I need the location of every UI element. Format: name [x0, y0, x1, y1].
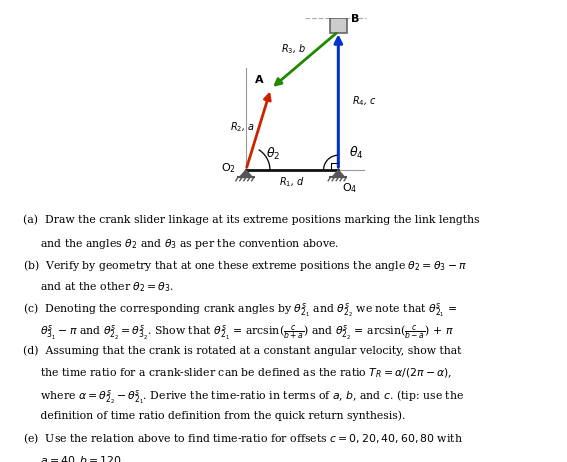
- Text: (a)  Draw the crank slider linkage at its extreme positions marking the link len: (a) Draw the crank slider linkage at its…: [23, 215, 479, 225]
- Text: A: A: [255, 75, 264, 85]
- Text: (d)  Assuming that the crank is rotated at a constant angular velocity, show tha: (d) Assuming that the crank is rotated a…: [23, 345, 461, 356]
- Text: (e)  Use the relation above to find time-ratio for offsets $c = 0, 20, 40, 60, 8: (e) Use the relation above to find time-…: [23, 432, 463, 446]
- Polygon shape: [332, 170, 345, 177]
- Text: O$_2$: O$_2$: [221, 161, 236, 175]
- Text: (b)  Verify by geometry that at one these extreme positions the angle $\theta_2 : (b) Verify by geometry that at one these…: [23, 258, 467, 273]
- Text: $\theta_4$: $\theta_4$: [349, 145, 363, 160]
- Text: and at the other $\theta_2 = \theta_3$.: and at the other $\theta_2 = \theta_3$.: [23, 280, 174, 294]
- Text: B: B: [352, 14, 359, 24]
- Bar: [330, 18, 346, 33]
- Text: definition of time ratio definition from the quick return synthesis).: definition of time ratio definition from…: [23, 410, 405, 421]
- Text: $\theta^s_{3_1} - \pi$ and $\theta^s_{2_2} = \theta^s_{3_2}$. Show that $\theta^: $\theta^s_{3_1} - \pi$ and $\theta^s_{2_…: [23, 323, 454, 342]
- Text: the time ratio for a crank-slider can be defined as the ratio $T_R = \alpha/(2\p: the time ratio for a crank-slider can be…: [23, 367, 452, 380]
- Text: where $\alpha = \theta^s_{2_2} - \theta^s_{2_1}$. Derive the time-ratio in terms: where $\alpha = \theta^s_{2_2} - \theta^…: [23, 389, 464, 406]
- Text: R$_2$, $a$: R$_2$, $a$: [230, 121, 255, 134]
- Text: (c)  Denoting the corresponding crank angles by $\theta^s_{2_1}$ and $\theta^s_{: (c) Denoting the corresponding crank ang…: [23, 302, 457, 319]
- Polygon shape: [239, 170, 252, 177]
- Text: R$_3$, $b$: R$_3$, $b$: [281, 42, 306, 56]
- Text: R$_4$, $c$: R$_4$, $c$: [352, 94, 377, 108]
- Text: O$_4$: O$_4$: [342, 181, 357, 195]
- Text: $\theta_2$: $\theta_2$: [265, 146, 280, 162]
- Text: R$_1$, $d$: R$_1$, $d$: [279, 175, 305, 189]
- Text: $a = 40, b = 120$: $a = 40, b = 120$: [23, 454, 122, 462]
- Text: and the angles $\theta_2$ and $\theta_3$ as per the convention above.: and the angles $\theta_2$ and $\theta_3$…: [23, 237, 339, 250]
